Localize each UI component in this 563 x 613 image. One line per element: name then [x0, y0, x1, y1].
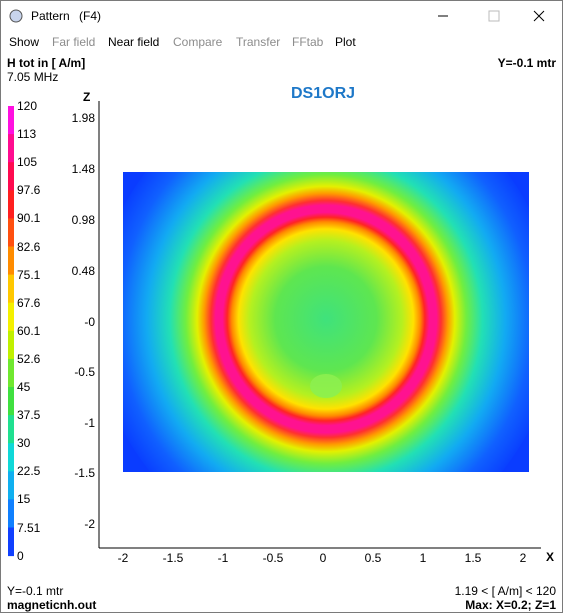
color-swatch: [8, 106, 14, 135]
plot-title: DS1ORJ: [291, 85, 356, 102]
legend-label: 22.5: [17, 464, 41, 479]
y-tick-label: 1.48: [71, 162, 95, 176]
legend-label: 60.1: [17, 323, 41, 338]
color-swatch: [8, 330, 14, 360]
x-tick-label: 0.5: [364, 551, 382, 565]
color-swatch: [8, 162, 14, 191]
legend-label: 67.6: [17, 295, 41, 310]
legend-label: 82.6: [17, 239, 41, 254]
menu-item[interactable]: Far field: [52, 35, 96, 49]
menu-item[interactable]: Near field: [108, 35, 160, 49]
app-icon: [9, 9, 23, 23]
legend-label: 120: [17, 99, 38, 113]
y-tick-label: -1: [84, 416, 95, 430]
color-swatch: [8, 134, 14, 163]
x-tick-label: 1.5: [464, 551, 482, 565]
y-tick-label: -0: [84, 315, 95, 329]
title-bar: [1, 1, 562, 31]
y-tick-label: 0.48: [71, 264, 95, 278]
color-swatch: [8, 387, 14, 416]
footer-file: magneticnh.out: [7, 598, 97, 612]
window-title: Pattern: [31, 9, 70, 23]
window-hotkey: (F4): [79, 9, 101, 23]
y-tick-label: -2: [84, 517, 95, 531]
y-tick-label: 0.98: [71, 213, 95, 227]
y-tick-label: -0.5: [74, 365, 95, 379]
legend-label: 0: [17, 548, 24, 563]
color-swatch: [8, 527, 14, 557]
color-swatch: [8, 274, 14, 304]
x-tick-label: -0.5: [262, 551, 284, 565]
plane: Y=-0.1 mtr: [497, 56, 556, 70]
color-swatch: [8, 302, 14, 332]
menu-item[interactable]: Transfer: [236, 35, 281, 49]
footer-plane: Y=-0.1 mtr: [7, 584, 64, 598]
legend-label: 105: [17, 155, 38, 170]
field-map: [123, 172, 529, 472]
menu-item[interactable]: FFtab: [292, 35, 324, 49]
legend-label: 75.1: [17, 267, 41, 282]
color-swatch: [8, 443, 14, 472]
color-swatch: [8, 190, 14, 219]
x-tick-label: -2: [117, 551, 129, 565]
frequency: 7.05 MHz: [7, 70, 59, 84]
legend-label: 15: [17, 492, 31, 507]
color-swatch: [8, 218, 14, 247]
footer-range: 1.19 < [ A/m] < 120: [454, 584, 556, 598]
x-tick-label: 1: [419, 551, 427, 565]
x-tick-label: 2: [519, 551, 527, 565]
color-swatch: [8, 415, 14, 444]
legend-label: 30: [17, 436, 31, 451]
menu-item[interactable]: Show: [9, 35, 40, 49]
y-axis-label: Z: [83, 90, 91, 104]
x-tick-label: 0: [319, 551, 327, 565]
legend-label: 7.51: [17, 520, 41, 535]
maximize-button[interactable]: [488, 10, 500, 22]
color-swatch: [8, 499, 14, 528]
legend-label: 52.6: [17, 351, 41, 366]
x-axis-label: X: [546, 550, 555, 564]
color-swatch: [8, 471, 14, 500]
menu-item[interactable]: Plot: [335, 35, 356, 49]
color-bar: [8, 106, 14, 557]
legend-label: 90.1: [17, 211, 41, 226]
legend-label: 45: [17, 380, 31, 394]
color-swatch: [8, 246, 14, 276]
menu-item[interactable]: Compare: [173, 35, 223, 49]
legend-label: 97.6: [17, 183, 41, 198]
x-tick-label: -1.5: [162, 551, 184, 565]
color-swatch: [8, 358, 14, 388]
legend-label: 113: [17, 127, 37, 142]
y-tick-label: 1.98: [71, 111, 95, 125]
close-button[interactable]: [533, 10, 545, 22]
y-tick-label: -1.5: [74, 466, 95, 480]
footer-max: Max: X=0.2; Z=1: [465, 598, 556, 612]
legend-label: 37.5: [17, 408, 41, 423]
x-tick-label: -1: [217, 551, 229, 565]
quantity: H tot in [ A/m]: [7, 56, 86, 70]
